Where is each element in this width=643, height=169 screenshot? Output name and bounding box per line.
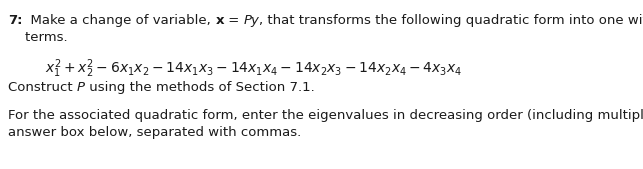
- Text: Construct: Construct: [8, 81, 77, 94]
- Text: x: x: [215, 14, 224, 27]
- Text: terms.: terms.: [8, 31, 68, 44]
- Text: P: P: [77, 81, 85, 94]
- Text: =: =: [224, 14, 244, 27]
- Text: $x_1^2 + x_2^2 - 6x_1x_2 - 14x_1x_3 - 14x_1x_4 - 14x_2x_3 - 14x_2x_4 - 4x_3x_4$: $x_1^2 + x_2^2 - 6x_1x_2 - 14x_1x_3 - 14…: [45, 57, 462, 80]
- Text: For the associated quadratic form, enter the eigenvalues in decreasing order (in: For the associated quadratic form, enter…: [8, 109, 643, 122]
- Text: using the methods of Section 7.1.: using the methods of Section 7.1.: [85, 81, 314, 94]
- Text: answer box below, separated with commas.: answer box below, separated with commas.: [8, 126, 302, 139]
- Text: Py: Py: [244, 14, 259, 27]
- Text: , that transforms the following quadratic form into one with no cross-product: , that transforms the following quadrati…: [259, 14, 643, 27]
- Text: 7:: 7:: [8, 14, 23, 27]
- Text: Make a change of variable,: Make a change of variable,: [23, 14, 215, 27]
